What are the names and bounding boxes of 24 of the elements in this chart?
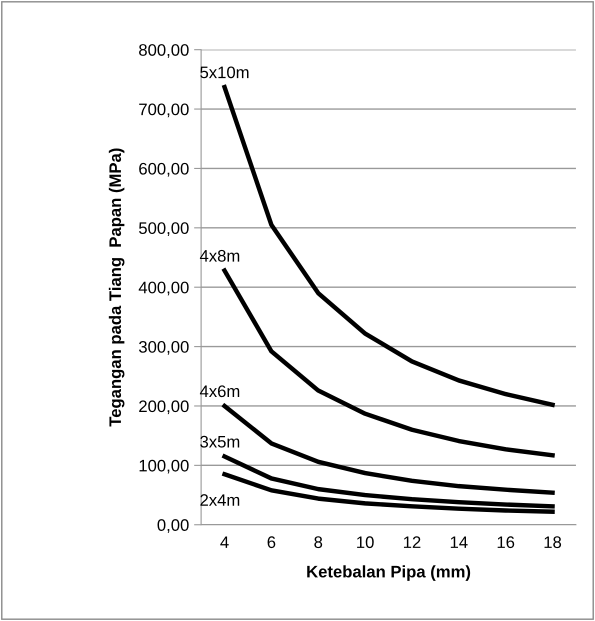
y-tick-label: 700,00	[139, 103, 189, 118]
y-tick-label: 600,00	[139, 162, 189, 177]
x-tick-label: 10	[357, 536, 374, 548]
x-tick-label: 6	[268, 536, 276, 548]
y-tick-label: 0,00	[158, 519, 189, 533]
x-axis-title: Ketebalan Pipa (mm)	[307, 565, 470, 581]
x-tick-label: 8	[314, 536, 322, 548]
y-tick-label: 200,00	[139, 400, 189, 414]
y-tick-label: 800,00	[139, 44, 189, 58]
x-tick-label: 16	[498, 536, 514, 548]
y-axis-title: Tegangan pada Tiang Papan (MPa)	[108, 148, 124, 427]
x-tick-label: 14	[450, 536, 468, 548]
annotation: 3x5m	[200, 436, 240, 448]
x-tick-label: 4	[220, 536, 229, 548]
y-tick-label: 500,00	[139, 222, 189, 236]
annotation: 4x6m	[200, 385, 240, 398]
y-tick-label: 400,00	[138, 282, 189, 296]
annotation: 5x10m	[200, 66, 248, 78]
annotation: 2x4m	[200, 494, 240, 506]
annotation: 4x8m	[200, 250, 240, 262]
y-tick-label: 300,00	[138, 340, 189, 355]
x-tick-label: 18	[544, 536, 562, 548]
y-tick-label: 100,00	[140, 460, 189, 474]
x-tick-label: 12	[404, 536, 420, 548]
